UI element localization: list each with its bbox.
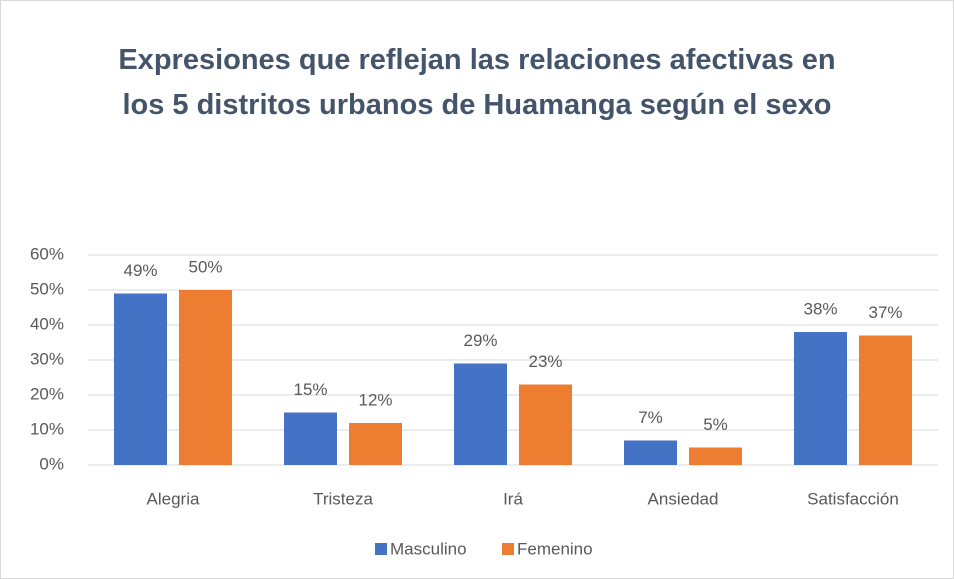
data-label: 50%	[188, 257, 222, 276]
x-tick-label: Alegria	[147, 489, 200, 508]
bar	[859, 335, 912, 465]
y-tick-label: 30%	[30, 349, 64, 368]
bar	[349, 423, 402, 465]
legend-label: Masculino	[390, 539, 467, 558]
y-tick-label: 20%	[30, 384, 64, 403]
bar	[179, 290, 232, 465]
bar	[114, 293, 167, 465]
y-tick-label: 0%	[39, 454, 64, 473]
data-label: 7%	[638, 408, 663, 427]
x-tick-label: Irá	[503, 489, 523, 508]
y-tick-label: 40%	[30, 314, 64, 333]
data-label: 12%	[358, 390, 392, 409]
y-tick-label: 10%	[30, 419, 64, 438]
bar	[624, 440, 677, 465]
data-label: 29%	[463, 331, 497, 350]
bar	[794, 332, 847, 465]
bar	[519, 384, 572, 465]
data-label: 38%	[803, 299, 837, 318]
legend-swatch	[375, 543, 387, 555]
x-tick-label: Tristeza	[313, 489, 373, 508]
legend-label: Femenino	[517, 539, 593, 558]
data-label: 37%	[868, 303, 902, 322]
y-tick-label: 50%	[30, 279, 64, 298]
data-label: 5%	[703, 415, 728, 434]
bar	[454, 363, 507, 465]
bar	[284, 412, 337, 465]
data-label: 23%	[528, 352, 562, 371]
data-label: 49%	[123, 261, 157, 280]
data-label: 15%	[293, 380, 327, 399]
legend-swatch	[502, 543, 514, 555]
bar	[689, 447, 742, 465]
x-tick-label: Ansiedad	[648, 489, 719, 508]
x-tick-label: Satisfacción	[807, 489, 899, 508]
chart-title: Expresiones que reflejan las relaciones …	[118, 44, 836, 121]
y-tick-label: 60%	[30, 244, 64, 263]
